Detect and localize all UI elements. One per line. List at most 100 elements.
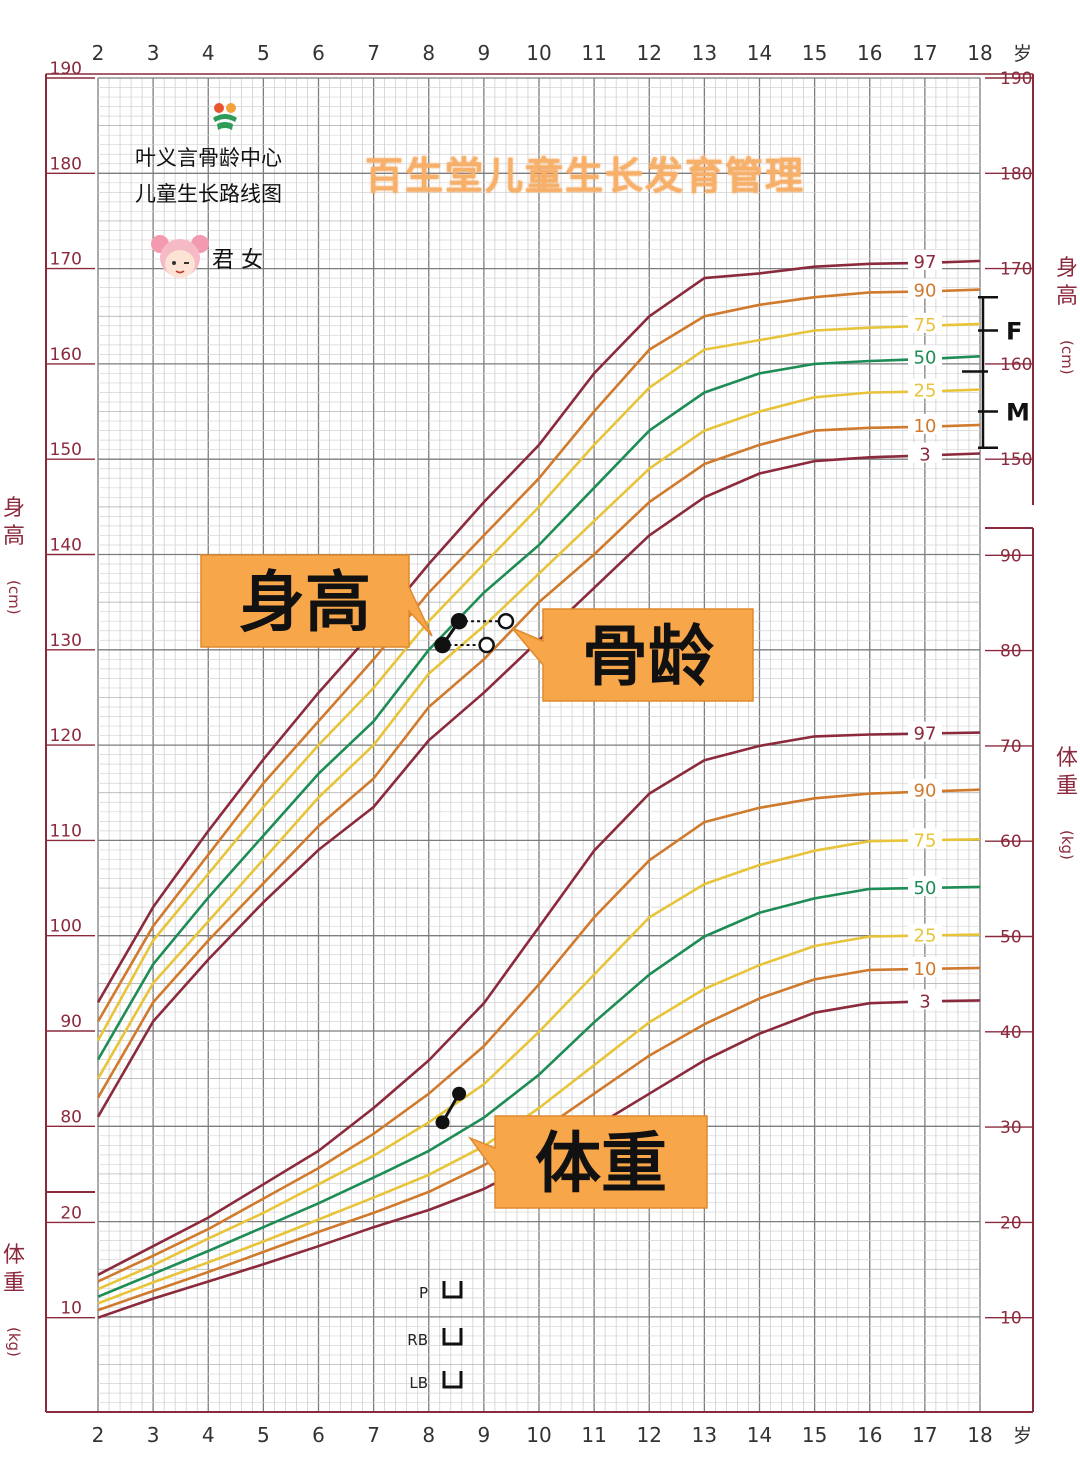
- height-tick-label-left: 190: [50, 59, 82, 79]
- weight-axis-title-left-unit: (kg): [5, 1327, 23, 1357]
- age-tick-top: 11: [581, 41, 606, 65]
- weight-percentile-label: 50: [914, 878, 937, 899]
- height-percentile-label-bg: [908, 345, 942, 366]
- height-tick-label-left: 130: [50, 631, 82, 651]
- height-percentile-label-bg: [908, 278, 942, 299]
- height-tick-label-left: 120: [50, 726, 82, 746]
- age-tick-top: 3: [147, 41, 160, 65]
- weight-axis-title-left-char: 体: [3, 1243, 25, 1268]
- age-tick-top: 6: [312, 41, 325, 65]
- height-curve-p10: [96, 423, 981, 1099]
- height-callout-label: 身高: [239, 564, 371, 641]
- height-percentile-label: 50: [914, 347, 937, 368]
- weight-tick-label-right: 20: [1000, 1213, 1022, 1233]
- age-tick-top: 16: [857, 41, 882, 65]
- age-tick-top: 12: [637, 41, 662, 65]
- weight-point: [435, 1115, 450, 1130]
- age-tick-bottom: 3: [147, 1423, 160, 1447]
- height-percentile-label-bg: [908, 413, 942, 434]
- weight-callout-shape: [467, 1115, 708, 1209]
- age-tick-bottom: 8: [422, 1423, 435, 1447]
- weight-tick-label-left: 10: [60, 1299, 82, 1319]
- height-curve-p75: [96, 322, 981, 1042]
- stage-marker-lb: [442, 1371, 463, 1389]
- height-callout: 身高: [200, 554, 433, 648]
- height-point: [450, 612, 468, 630]
- weight-tick-label-right: 10: [1000, 1309, 1022, 1329]
- center-logo-icon: [213, 103, 237, 130]
- height-tick-label-left: 180: [50, 154, 82, 174]
- weight-percentile-label-bg: [908, 828, 942, 849]
- height-axis-title-right-char: 身: [1056, 256, 1078, 281]
- age-tick-bottom: 18: [967, 1423, 992, 1447]
- gender-block: 君 女: [150, 230, 263, 290]
- age-tick-top: 8: [422, 41, 435, 65]
- height-tick-label-left: 160: [50, 345, 82, 365]
- age-tick-top: 15: [802, 41, 827, 65]
- weight-percentile-label-bg: [908, 778, 942, 799]
- girl-avatar-icon: [151, 235, 209, 278]
- weight-percentile-label: 97: [914, 724, 937, 745]
- height-axis-title-right-char: 高: [1056, 284, 1078, 309]
- height-curve-p25: [96, 388, 981, 1080]
- height-percentile-label: 97: [914, 252, 937, 273]
- height-percentile-label: 75: [914, 315, 937, 336]
- height-axis-title-left-char: 高: [3, 524, 25, 549]
- height-percentile-label-bg: [908, 378, 942, 399]
- height-tick-label-left: 140: [50, 536, 82, 556]
- height-curve-p50: [96, 355, 981, 1061]
- age-tick-top: 5: [257, 41, 270, 65]
- height-percentile-label: 90: [914, 281, 937, 302]
- age-tick-bottom: 14: [747, 1423, 772, 1447]
- height-tick-label-right: 190: [1000, 69, 1032, 89]
- weight-callout-label: 体重: [535, 1125, 667, 1202]
- height-tick-label-left: 110: [50, 821, 82, 841]
- age-tick-top: 2: [92, 41, 105, 65]
- weight-curve-p90: [97, 788, 981, 1283]
- weight-percentile-label-bg: [908, 923, 942, 944]
- age-tick-bottom: 11: [581, 1423, 606, 1447]
- weight-point: [452, 1086, 467, 1101]
- weight-percentile-label-bg: [908, 989, 942, 1010]
- weight-callout: 体重: [467, 1115, 708, 1209]
- age-tick-top: 13: [692, 41, 717, 65]
- weight-tick-label-right: 70: [1000, 737, 1022, 757]
- height-axis-title-right-unit: (cm): [1058, 340, 1076, 375]
- weight-percentile-label: 3: [919, 991, 930, 1012]
- age-tick-bottom: 9: [478, 1423, 491, 1447]
- height-tick-label-right: 180: [1000, 164, 1032, 184]
- weight-percentile-label-bg: [908, 956, 942, 977]
- bone-age-callout: 骨龄: [511, 608, 754, 702]
- age-tick-top: 10: [526, 41, 551, 65]
- height-percentile-label: 25: [914, 381, 937, 402]
- weight-tick-label-right: 80: [1000, 642, 1022, 662]
- gender-label: 君 女: [212, 248, 263, 273]
- weight-curve-p50: [97, 885, 981, 1298]
- height-tick-label-left: 170: [50, 250, 82, 270]
- stage-marker-rb: [442, 1328, 463, 1346]
- stage-label-rb: RB: [407, 1331, 428, 1349]
- height-tick-label-left: 150: [50, 440, 82, 460]
- stage-marker-p: [442, 1281, 463, 1299]
- weight-curve-p97: [97, 731, 981, 1276]
- weight-axis-title-right-char: 重: [1056, 774, 1078, 799]
- age-tick-bottom: 4: [202, 1423, 215, 1447]
- age-tick-bottom: 7: [367, 1423, 380, 1447]
- age-tick-top: 4: [202, 41, 215, 65]
- height-tick-label-right: 160: [1000, 355, 1032, 375]
- weight-tick-label-left: 20: [60, 1203, 82, 1223]
- height-percentile-label-bg: [908, 249, 942, 270]
- age-tick-top: 18: [967, 41, 992, 65]
- weight-axis-title-right-char: 体: [1056, 746, 1078, 771]
- mother-mark: M: [1006, 399, 1030, 427]
- height-tick-label-left: 80: [60, 1107, 82, 1127]
- weight-percentile-label: 90: [914, 781, 937, 802]
- age-tick-bottom: 6: [312, 1423, 325, 1447]
- height-percentile-label: 10: [914, 416, 937, 437]
- height-percentile-label-bg: [908, 312, 942, 333]
- age-tick-top: 7: [367, 41, 380, 65]
- age-tick-bottom: 15: [802, 1423, 827, 1447]
- stage-label-lb: LB: [409, 1374, 428, 1392]
- slogan: 百生堂儿童生长发育管理: [365, 154, 806, 198]
